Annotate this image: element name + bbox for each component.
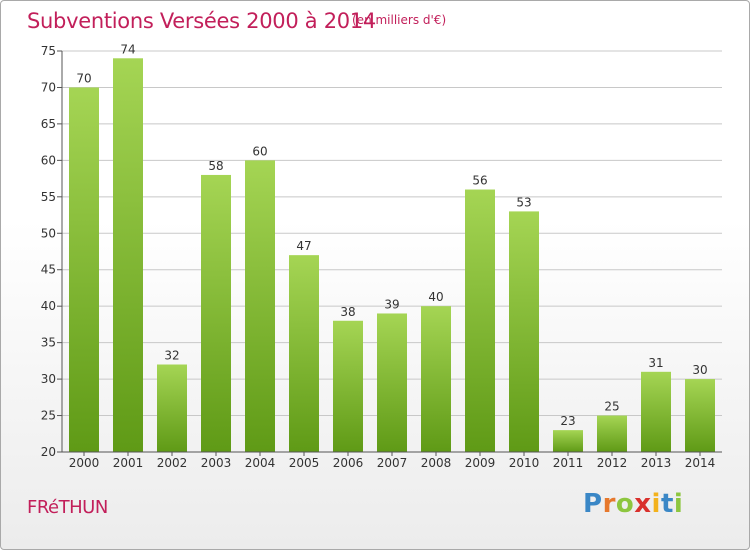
chart-title: Subventions Versées 2000 à 2014 [27, 9, 376, 33]
y-tick-label: 25 [41, 409, 56, 423]
data-label: 39 [384, 297, 399, 311]
x-tick-label: 2009 [465, 456, 496, 470]
bar [69, 87, 99, 453]
x-tick-label: 2008 [421, 456, 452, 470]
bar [245, 160, 275, 452]
axes: 20 25 30 35 40 45 50 55 60 65 70 75 2000 2001 2002 2003… [41, 44, 722, 470]
x-tick-label: 2004 [245, 456, 276, 470]
bar [157, 364, 187, 452]
y-tick-label: 20 [41, 445, 56, 459]
x-tick-label: 2000 [69, 456, 100, 470]
data-label: 23 [560, 414, 575, 428]
y-tick-label: 30 [41, 372, 56, 386]
data-label: 58 [208, 159, 223, 173]
y-tick-label: 65 [41, 117, 56, 131]
x-tick-label: 2012 [597, 456, 628, 470]
x-tick-label: 2014 [685, 456, 716, 470]
data-label: 25 [604, 400, 619, 414]
x-tick-label: 2001 [113, 456, 144, 470]
bar [201, 174, 231, 453]
logo-letter: P [583, 489, 603, 519]
logo-letter: o [615, 489, 635, 519]
commune-name: FRéTHUN [27, 497, 108, 518]
data-label: 47 [296, 239, 311, 253]
y-tick-label: 70 [41, 80, 56, 94]
logo-letter: r [602, 489, 616, 519]
chart-subtitle: (en milliers d'€) [352, 13, 447, 27]
logo-letter: x [634, 489, 652, 519]
bar [465, 189, 495, 452]
bar [421, 306, 451, 452]
bar [289, 255, 319, 452]
x-tick-label: 2007 [377, 456, 408, 470]
y-tick-label: 55 [41, 190, 56, 204]
y-tick-label: 75 [41, 44, 56, 58]
data-label: 53 [516, 195, 531, 209]
x-tick-label: 2002 [157, 456, 188, 470]
x-tick-label: 2010 [509, 456, 540, 470]
bar [333, 320, 363, 452]
bar [377, 313, 407, 452]
bar [597, 415, 627, 452]
data-label: 32 [164, 349, 179, 363]
bar [641, 371, 671, 452]
bar [509, 211, 539, 452]
data-label: 60 [252, 144, 267, 158]
data-labels: 70 74 32 58 60 47 38 39 40 56 53 23 25 31 30 [76, 42, 707, 428]
y-tick-label: 50 [41, 226, 56, 240]
data-label: 74 [120, 42, 135, 56]
x-tick-label: 2011 [553, 456, 584, 470]
y-tick-label: 40 [41, 299, 56, 313]
y-tick-label: 45 [41, 263, 56, 277]
data-label: 56 [472, 174, 487, 188]
data-label: 38 [340, 305, 355, 319]
x-tick-label: 2003 [201, 456, 232, 470]
bar [685, 379, 715, 452]
bars [69, 58, 715, 453]
bar [553, 430, 583, 452]
data-label: 30 [692, 363, 707, 377]
proxiti-logo: Proxiti [583, 489, 683, 519]
data-label: 31 [648, 356, 663, 370]
x-tick-label: 2013 [641, 456, 672, 470]
logo-letter: i [673, 489, 684, 519]
logo-letter: t [660, 489, 674, 519]
data-label: 70 [76, 71, 91, 85]
data-label: 40 [428, 290, 443, 304]
x-tick-label: 2006 [333, 456, 364, 470]
x-tick-label: 2005 [289, 456, 320, 470]
y-tick-label: 35 [41, 336, 56, 350]
y-tick-label: 60 [41, 153, 56, 167]
logo-letter: i [651, 489, 661, 519]
bar [113, 58, 143, 453]
